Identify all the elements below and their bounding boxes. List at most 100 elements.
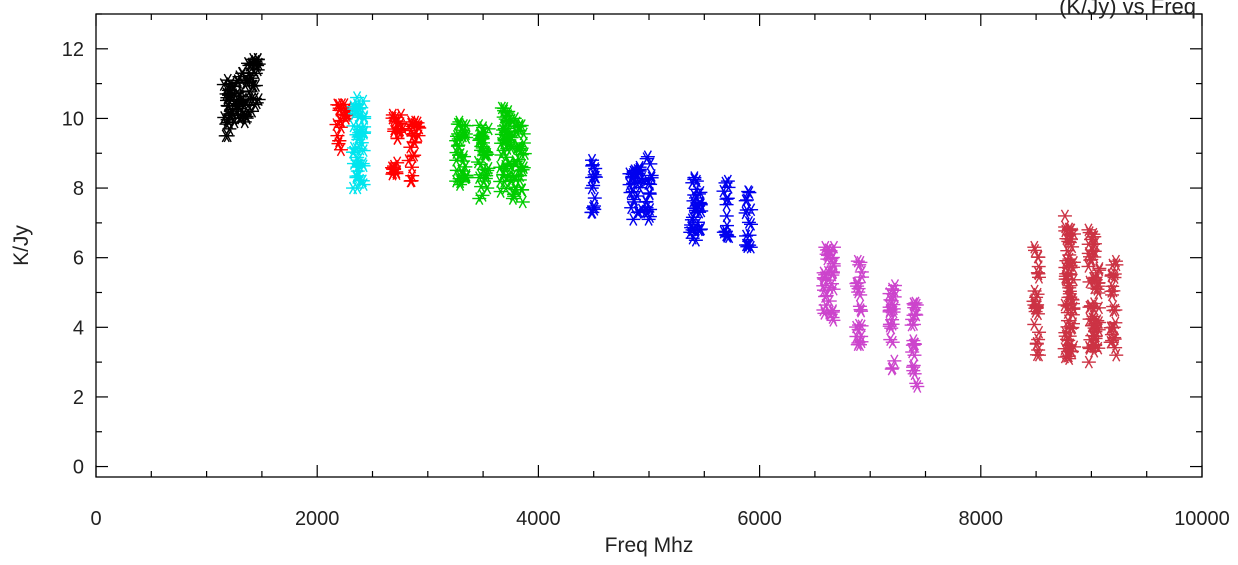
data-point bbox=[480, 147, 495, 161]
point-column bbox=[335, 98, 355, 125]
data-point bbox=[247, 98, 262, 111]
data-point bbox=[351, 158, 366, 172]
data-point bbox=[481, 161, 496, 175]
point-column bbox=[247, 52, 266, 111]
data-point bbox=[1030, 266, 1045, 280]
y-tick-label: 8 bbox=[73, 178, 84, 200]
data-point bbox=[514, 119, 529, 132]
data-point bbox=[738, 194, 753, 208]
point-column bbox=[1087, 237, 1107, 355]
data-point bbox=[455, 129, 470, 143]
chart-title: (K/Jy) vs Freq bbox=[1059, 0, 1196, 19]
data-point bbox=[512, 120, 527, 133]
data-point bbox=[458, 160, 473, 174]
data-point bbox=[392, 124, 407, 138]
point-column bbox=[454, 118, 474, 185]
y-tick-label: 4 bbox=[73, 317, 84, 339]
data-point bbox=[1029, 301, 1044, 315]
data-point bbox=[1066, 255, 1081, 269]
data-point bbox=[849, 330, 864, 343]
data-point bbox=[851, 285, 866, 299]
point-column bbox=[639, 150, 659, 226]
point-column bbox=[738, 185, 759, 254]
data-point bbox=[639, 195, 654, 209]
data-point bbox=[1029, 337, 1044, 351]
data-point bbox=[885, 317, 900, 331]
data-point bbox=[740, 193, 755, 207]
point-column bbox=[1103, 254, 1124, 362]
data-point bbox=[353, 142, 368, 156]
data-point bbox=[353, 123, 368, 136]
y-tick-label: 6 bbox=[73, 248, 84, 270]
data-point bbox=[1063, 290, 1078, 304]
point-column bbox=[882, 279, 902, 376]
x-tick-label: 6000 bbox=[737, 508, 782, 530]
point-column bbox=[584, 153, 603, 219]
data-point bbox=[390, 156, 405, 170]
data-point bbox=[885, 335, 900, 349]
data-point bbox=[719, 228, 734, 241]
data-point bbox=[632, 174, 647, 188]
data-point bbox=[849, 277, 864, 290]
data-point bbox=[906, 360, 921, 374]
data-point bbox=[1057, 209, 1072, 223]
y-tick-label: 0 bbox=[73, 457, 84, 479]
data-point bbox=[331, 137, 346, 151]
data-point bbox=[351, 169, 366, 183]
data-point bbox=[1066, 301, 1081, 315]
data-point bbox=[823, 307, 838, 321]
x-tick-label: 10000 bbox=[1174, 508, 1230, 530]
data-point bbox=[249, 96, 264, 110]
data-point bbox=[504, 131, 519, 145]
axes: 0 2000 4000 6000 8000 10000 0 2 4 6 8 10 12 bbox=[62, 13, 1230, 530]
data-point bbox=[854, 335, 869, 349]
data-point bbox=[401, 154, 416, 167]
x-tick-label: 8000 bbox=[959, 508, 1004, 530]
point-column bbox=[476, 122, 496, 195]
data-point bbox=[887, 290, 902, 304]
data-point bbox=[250, 53, 265, 67]
data-point bbox=[333, 143, 348, 157]
x-axis-label: Freq Mhz bbox=[605, 534, 694, 557]
data-point bbox=[883, 333, 898, 347]
y-tick-label: 12 bbox=[62, 39, 84, 61]
data-point bbox=[632, 164, 647, 178]
data-point bbox=[459, 119, 474, 133]
data-point bbox=[354, 101, 369, 115]
data-point bbox=[404, 174, 419, 188]
point-column bbox=[849, 254, 870, 352]
data-point bbox=[407, 148, 422, 162]
data-point bbox=[1104, 268, 1119, 282]
data-point bbox=[459, 170, 474, 184]
data-point bbox=[1027, 318, 1042, 331]
data-point bbox=[851, 336, 866, 350]
data-point bbox=[691, 215, 706, 229]
data-point bbox=[644, 169, 659, 182]
data-point bbox=[224, 109, 239, 122]
data-point bbox=[693, 223, 708, 237]
point-column bbox=[407, 115, 427, 150]
data-point bbox=[683, 225, 698, 239]
x-tick-label: 4000 bbox=[516, 508, 561, 530]
data-point bbox=[389, 167, 404, 181]
data-point bbox=[1027, 240, 1042, 254]
data-point bbox=[248, 54, 263, 68]
data-point bbox=[329, 118, 344, 131]
y-tick-label: 2 bbox=[73, 387, 84, 409]
data-point bbox=[1081, 355, 1096, 369]
data-point bbox=[1066, 273, 1081, 287]
data-point bbox=[222, 122, 237, 136]
data-point bbox=[1091, 286, 1106, 300]
data-point bbox=[248, 79, 263, 92]
data-point bbox=[457, 150, 472, 164]
point-column bbox=[688, 174, 709, 237]
data-point bbox=[852, 258, 867, 272]
data-point bbox=[742, 186, 757, 200]
data-point bbox=[630, 189, 645, 203]
data-point bbox=[587, 202, 602, 216]
data-point bbox=[1092, 262, 1107, 275]
data-point bbox=[1108, 303, 1123, 317]
data-point bbox=[885, 361, 900, 375]
x-tick-label: 2000 bbox=[295, 508, 340, 530]
point-column bbox=[1026, 240, 1047, 362]
